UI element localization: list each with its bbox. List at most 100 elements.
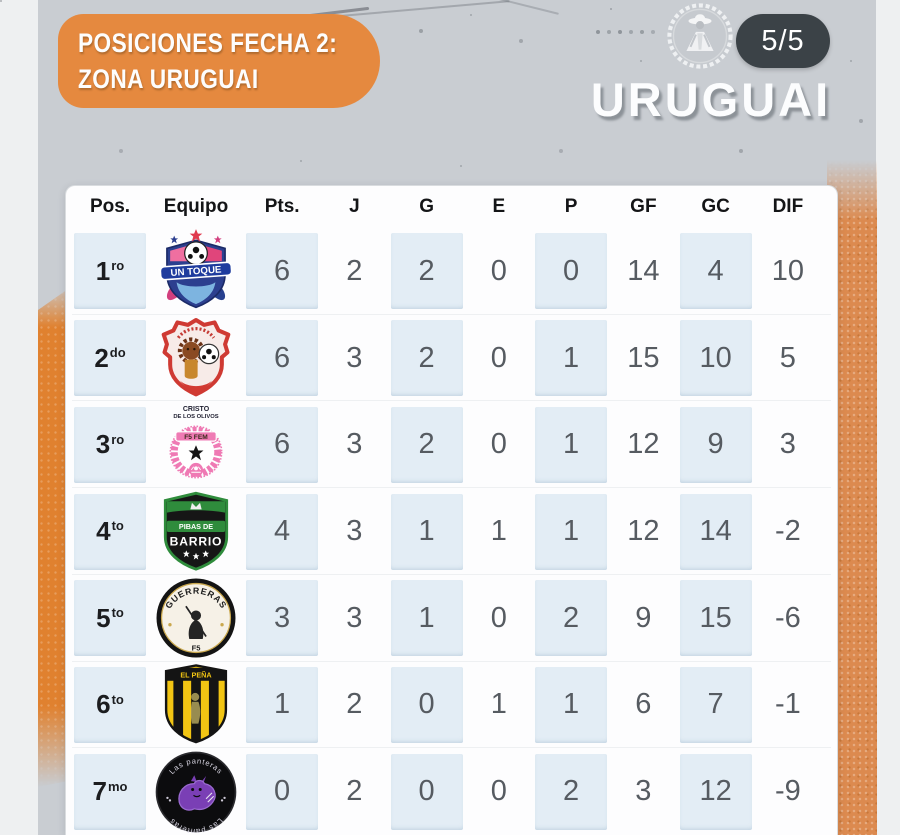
stat-e: 0 (490, 775, 507, 808)
stat-j: 3 (346, 341, 363, 374)
col-header-pos: Pos. (89, 196, 131, 217)
page-title-line2: ZONA URUGUAI (78, 64, 259, 94)
col-header-gf: GF (630, 196, 657, 217)
svg-text:CRISTO: CRISTO (183, 406, 210, 413)
stat-g: 1 (390, 580, 463, 657)
team-cell: UN TOQUE (146, 229, 246, 309)
stat-p: 1 (535, 406, 608, 483)
svg-text:F5 FEM: F5 FEM (184, 434, 208, 441)
stat-gf: 12 (627, 515, 660, 548)
team-cell: Las panteras Las panteras (146, 751, 246, 834)
stat-gc: 4 (679, 233, 752, 310)
svg-text:PIBAS DE: PIBAS DE (179, 521, 213, 530)
stat-pts: 0 (246, 753, 319, 830)
team-logo-red-lion-crest (161, 318, 231, 397)
stat-pts: 6 (246, 233, 319, 310)
table-header: Pos. Equipo Pts. J G E P GF GC DIF (66, 186, 837, 228)
stat-e: 0 (490, 601, 507, 634)
col-header-gc: GC (701, 196, 730, 217)
stat-gc: 12 (679, 753, 752, 830)
stat-e: 1 (490, 515, 507, 548)
svg-text:F5: F5 (192, 644, 201, 653)
stat-gf: 15 (627, 341, 660, 374)
stat-gf: 9 (635, 601, 652, 634)
team-logo-las-panteras: Las panteras Las panteras (155, 751, 237, 834)
stat-e: 0 (490, 254, 507, 287)
page-title-line1: POSICIONES FECHA 2: (78, 28, 338, 58)
grunge-specks (0, 0, 2, 2)
stat-gc: 7 (679, 666, 752, 743)
stat-gc: 10 (679, 320, 752, 397)
col-header-e: E (492, 196, 506, 217)
stat-gc: 14 (679, 493, 752, 570)
stat-gf: 6 (635, 688, 652, 721)
table-row: 7mo Las panteras Las panteras (66, 748, 837, 835)
stat-p: 1 (535, 320, 608, 397)
team-logo-pibas-de-barrio: PIBAS DE BARRIO (163, 491, 229, 571)
stat-pts: 4 (246, 493, 319, 570)
team-logo-un-toque: UN TOQUE (159, 229, 233, 309)
table-row: 6to EL PEÑA 1 2 0 1 1 6 7 -1 (66, 662, 837, 749)
team-cell (146, 318, 246, 397)
stat-dif: -9 (774, 775, 801, 808)
pos-cell: 3ro (74, 406, 146, 483)
stat-p: 1 (535, 666, 608, 743)
stat-pts: 1 (246, 666, 319, 743)
right-white-edge (876, 0, 900, 835)
team-logo-guerreras-f5: GUERRERAS F5 (156, 578, 236, 658)
stat-g: 1 (390, 493, 463, 570)
team-logo-cristo-de-los-olivos: CRISTO DE LOS OLIVOS F5 FEM (169, 406, 223, 479)
svg-text:EL PEÑA: EL PEÑA (180, 670, 212, 679)
svg-text:DE LOS OLIVOS: DE LOS OLIVOS (173, 414, 218, 420)
stat-g: 2 (390, 320, 463, 397)
pager-badge: 5/5 (736, 14, 830, 68)
stat-dif: -2 (774, 515, 801, 548)
team-logo-el-pena: EL PEÑA (164, 664, 228, 744)
dots-decoration (596, 30, 655, 34)
stat-gc: 15 (679, 580, 752, 657)
svg-text:BARRIO: BARRIO (170, 534, 223, 548)
pos-cell: 7mo (74, 753, 146, 830)
stat-p: 2 (535, 753, 608, 830)
svg-text:UN TOQUE: UN TOQUE (170, 265, 222, 280)
col-header-pts: Pts. (264, 196, 300, 217)
team-cell: GUERRERAS F5 (146, 578, 246, 658)
stat-gf: 3 (635, 775, 652, 808)
title-banner: POSICIONES FECHA 2: ZONA URUGUAI (58, 14, 380, 108)
stat-j: 2 (346, 688, 363, 721)
stat-g: 0 (390, 753, 463, 830)
stat-dif: 3 (779, 428, 796, 461)
team-cell: EL PEÑA (146, 664, 246, 744)
uruguai-wordmark: URUGUAI (590, 73, 832, 126)
left-white-edge (0, 0, 38, 835)
col-header-equipo: Equipo (163, 196, 229, 217)
stat-pts: 3 (246, 580, 319, 657)
stat-e: 1 (490, 688, 507, 721)
team-cell: CRISTO DE LOS OLIVOS F5 FEM (146, 406, 246, 483)
stat-g: 2 (390, 233, 463, 310)
pos-cell: 1ro (74, 233, 146, 310)
stat-g: 0 (390, 666, 463, 743)
pos-cell: 6to (74, 666, 146, 743)
stat-dif: 10 (771, 254, 804, 287)
stat-j: 3 (346, 428, 363, 461)
table-row: 2do 6 3 2 0 1 15 10 5 (66, 315, 837, 402)
table-row: 5to GUERRERAS F5 3 3 1 0 2 9 15 -6 (66, 575, 837, 662)
stat-p: 1 (535, 493, 608, 570)
stat-dif: 5 (779, 341, 796, 374)
pos-cell: 5to (74, 580, 146, 657)
pos-cell: 4to (74, 493, 146, 570)
stat-p: 0 (535, 233, 608, 310)
col-header-dif: DIF (772, 196, 804, 217)
standings-table: Pos. Equipo Pts. J G E P GF GC DIF 1ro (65, 185, 838, 835)
stat-pts: 6 (246, 406, 319, 483)
stat-e: 0 (490, 428, 507, 461)
gaucho-emblem-icon (667, 3, 733, 69)
team-cell: PIBAS DE BARRIO (146, 491, 246, 571)
stat-j: 3 (346, 515, 363, 548)
table-row: 4to PIBAS DE BARRIO 4 3 1 1 1 12 14 -2 (66, 488, 837, 575)
stat-j: 2 (346, 775, 363, 808)
stat-gf: 14 (627, 254, 660, 287)
col-header-j: J (349, 196, 360, 217)
pos-cell: 2do (74, 320, 146, 397)
